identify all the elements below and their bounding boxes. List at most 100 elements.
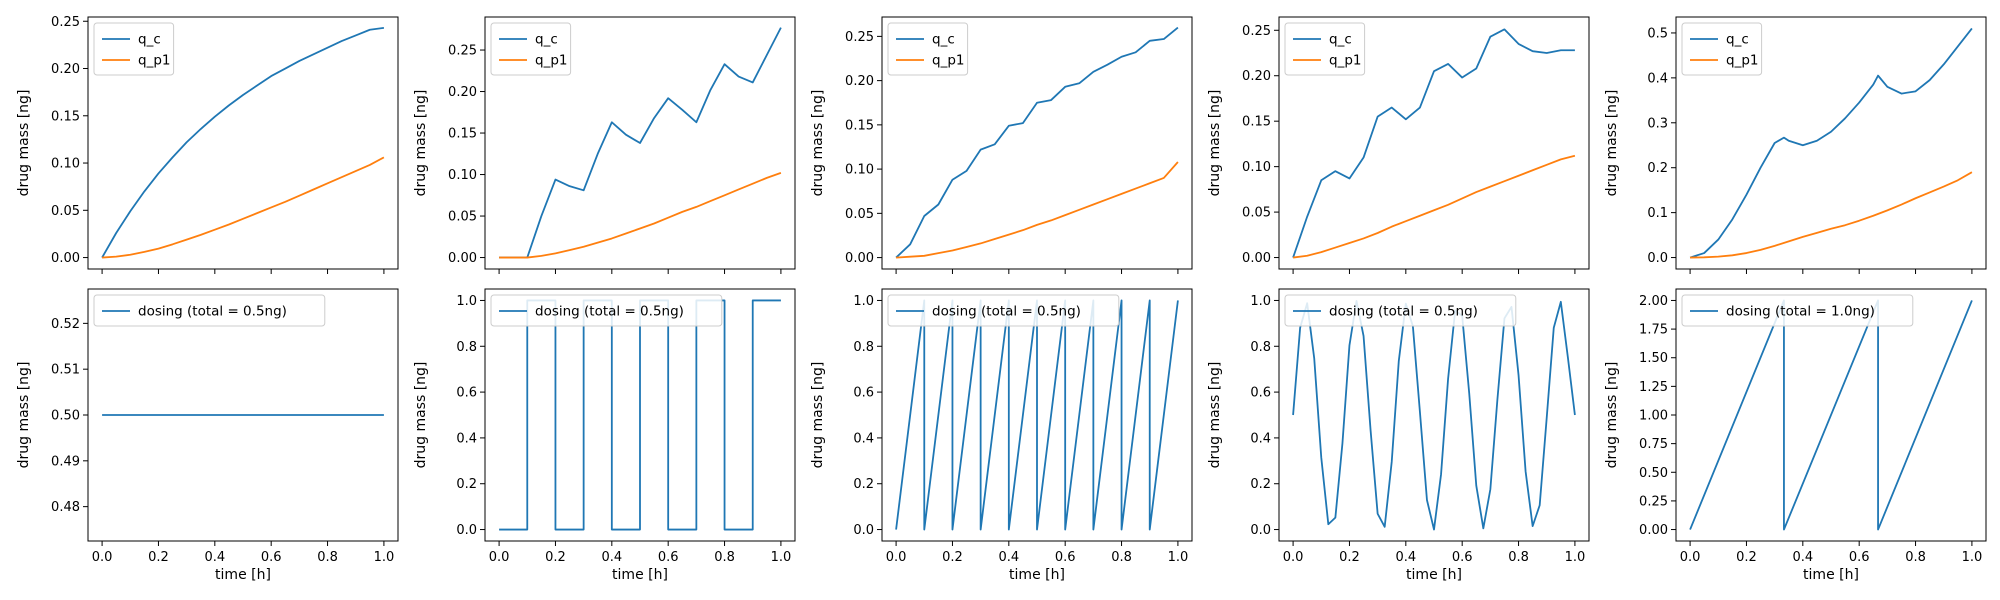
y-axis-label: drug mass [ng] [1207, 362, 1223, 469]
legend-entry: dosing (total = 0.5ng) [535, 304, 684, 320]
legend: dosing (total = 0.5ng) [1284, 294, 1517, 327]
y-tick-label: 0.05 [51, 204, 80, 219]
x-tick-label: 0.4 [1395, 550, 1416, 565]
series-line-q-p1 [896, 161, 1179, 259]
subplot-r1-c3: 0.0 0.2 0.4 0.6 0.8 1.0 0.0 0.2 0.4 0.6 0.8 1.0 drug… [1207, 288, 1590, 583]
x-tick-label: 0.6 [1055, 550, 1076, 565]
y-tick-label: 0.50 [1639, 466, 1668, 481]
y-tick-label: 0.2 [456, 477, 477, 492]
x-tick-label: 0.0 [1283, 550, 1304, 565]
legend: q_c q_p1 [1681, 22, 1763, 76]
x-tick-label: 1.0 [1565, 550, 1586, 565]
legend: q_c q_p1 [490, 22, 572, 76]
y-tick-label: 0.6 [1250, 386, 1271, 401]
legend-box [490, 22, 572, 76]
x-tick-label: 0.2 [1736, 550, 1757, 565]
y-tick-label: 0.15 [51, 109, 80, 124]
y-tick-label: 0.4 [1250, 431, 1271, 446]
x-tick-label: 0.6 [261, 550, 282, 565]
y-tick-label: 0.05 [448, 210, 477, 225]
x-tick-label: 0.6 [658, 550, 679, 565]
axes-frame [1278, 288, 1590, 542]
y-tick-label: 0.0 [853, 523, 874, 538]
y-tick-label: 0.05 [1242, 206, 1271, 221]
x-tick-label: 0.6 [1452, 550, 1473, 565]
x-tick-label: 0.4 [1792, 550, 1813, 565]
y-axis-label: drug mass [ng] [413, 362, 429, 469]
legend-box [1284, 294, 1517, 327]
legend-box [887, 22, 969, 76]
y-tick-label: 0.10 [448, 168, 477, 183]
legend-entry: dosing (total = 1.0ng) [1726, 304, 1875, 320]
x-tick-label: 0.8 [317, 550, 338, 565]
y-tick-label: 1.50 [1639, 351, 1668, 366]
subplot-r0-c2: 0.00 0.05 0.10 0.15 0.20 0.25 drug mass [ng] q_… [810, 16, 1193, 274]
x-axis-label: time [h] [215, 567, 271, 583]
axes-frame [1675, 16, 1987, 270]
x-tick-label: 0.8 [1111, 550, 1132, 565]
y-tick-label: 0.4 [853, 431, 874, 446]
series-line-q-p1 [1292, 154, 1576, 259]
series-line-q-c [101, 26, 385, 259]
y-tick-label: 1.0 [456, 294, 477, 309]
legend: dosing (total = 0.5ng) [93, 294, 326, 327]
axes-frame [484, 288, 796, 542]
series-line-q-p1 [1690, 171, 1973, 259]
y-tick-label: 0.2 [1647, 161, 1668, 176]
legend: q_c q_p1 [93, 22, 175, 76]
y-tick-label: 0.25 [448, 44, 477, 59]
y-tick-label: 0.75 [1639, 437, 1668, 452]
x-tick-label: 0.0 [1680, 550, 1701, 565]
legend-entry: q_c [932, 32, 955, 48]
legend: dosing (total = 0.5ng) [490, 294, 723, 327]
subplot-r0-c1: 0.00 0.05 0.10 0.15 0.20 0.25 drug mass [ng] q_… [413, 16, 796, 274]
y-tick-label: 2.00 [1639, 294, 1668, 309]
y-tick-label: 0.5 [1647, 26, 1668, 41]
legend: dosing (total = 0.5ng) [887, 294, 1120, 327]
y-axis-label: drug mass [ng] [1604, 90, 1620, 197]
legend-box [1284, 22, 1366, 76]
y-tick-label: 1.75 [1639, 323, 1668, 338]
legend-entry: q_p1 [1329, 53, 1361, 69]
y-tick-label: 0.48 [51, 500, 80, 515]
x-tick-label: 0.4 [204, 550, 225, 565]
y-axis-label: drug mass [ng] [413, 90, 429, 197]
legend: dosing (total = 1.0ng) [1681, 294, 1914, 327]
y-tick-label: 0.15 [1242, 115, 1271, 130]
legend-entry: dosing (total = 0.5ng) [1329, 304, 1478, 320]
y-tick-label: 0.6 [456, 386, 477, 401]
x-tick-label: 0.0 [92, 550, 113, 565]
legend: q_c q_p1 [1284, 22, 1366, 76]
y-tick-label: 0.15 [845, 118, 874, 133]
y-tick-label: 0.0 [456, 523, 477, 538]
y-tick-label: 0.49 [51, 454, 80, 469]
x-axis-label: time [h] [1406, 567, 1462, 583]
y-axis-label: drug mass [ng] [16, 90, 32, 197]
subplot-r1-c2: 0.0 0.2 0.4 0.6 0.8 1.0 0.0 0.2 0.4 0.6 0.8 1.0 drug… [810, 288, 1193, 583]
series-line-q-c [895, 26, 1179, 259]
axes-frame [1278, 16, 1590, 270]
series-line-dosing-total-0-5ng [499, 299, 781, 531]
legend-box [93, 294, 326, 327]
subplot-r1-c1: 0.0 0.2 0.4 0.6 0.8 1.0 0.0 0.2 0.4 0.6 0.8 1.0 drug… [413, 288, 796, 583]
legend-entry: q_p1 [932, 53, 964, 69]
x-tick-label: 0.0 [489, 550, 510, 565]
legend-entry: dosing (total = 0.5ng) [932, 304, 1081, 320]
y-tick-label: 0.10 [51, 157, 80, 172]
y-tick-label: 0.0 [1250, 523, 1271, 538]
legend-entry: q_c [1726, 32, 1749, 48]
subplot-r0-c3: 0.00 0.05 0.10 0.15 0.20 0.25 drug mass [ng] q_… [1207, 16, 1590, 274]
y-axis-label: drug mass [ng] [810, 90, 826, 197]
x-tick-label: 1.0 [771, 550, 792, 565]
y-tick-label: 0.8 [456, 340, 477, 355]
series-line-q-c [499, 27, 782, 259]
series-line-q-c [1292, 28, 1575, 258]
x-tick-label: 0.6 [1849, 550, 1870, 565]
legend-entry: q_p1 [535, 53, 567, 69]
x-tick-label: 0.2 [942, 550, 963, 565]
x-tick-label: 0.2 [545, 550, 566, 565]
y-tick-label: 0.8 [1250, 340, 1271, 355]
y-tick-label: 1.0 [1250, 294, 1271, 309]
legend-entry: dosing (total = 0.5ng) [138, 304, 287, 320]
x-tick-label: 0.8 [1905, 550, 1926, 565]
